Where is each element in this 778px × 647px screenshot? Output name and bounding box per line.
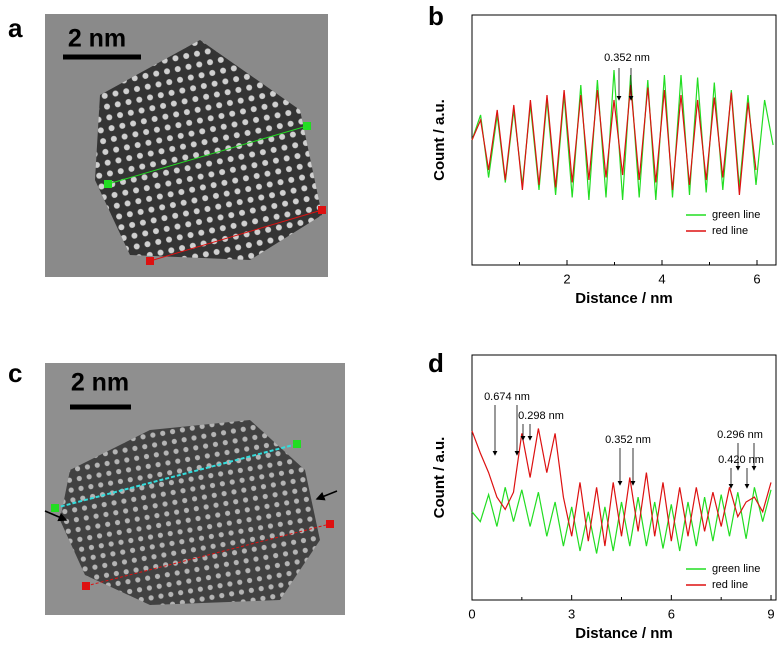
nanocrystal xyxy=(95,40,322,260)
arrow xyxy=(315,490,338,501)
scale-bar-label: 2 nm xyxy=(68,25,126,53)
data-line xyxy=(471,428,772,547)
x-tick-label: 4 xyxy=(658,271,665,286)
panel-label: b xyxy=(428,1,444,31)
data-line xyxy=(471,84,757,196)
marker xyxy=(318,206,326,214)
x-axis-label: Distance / nm xyxy=(575,625,673,642)
marker xyxy=(146,257,154,265)
annotation: 0.420 nm xyxy=(718,454,764,466)
x-tick-label: 2 xyxy=(563,271,570,286)
x-tick-label: 0 xyxy=(468,606,475,621)
y-axis-label: Count / a.u. xyxy=(431,99,448,181)
legend-label: green line xyxy=(712,563,760,575)
x-tick-label: 9 xyxy=(767,606,774,621)
annotation: 0.674 nm xyxy=(484,391,530,403)
legend-label: red line xyxy=(712,225,748,237)
plot-frame xyxy=(471,354,777,601)
annotation: 0.352 nm xyxy=(605,434,651,446)
arrow xyxy=(44,510,68,522)
annotation: 0.298 nm xyxy=(518,410,564,422)
profile-line xyxy=(107,125,308,185)
profile-line xyxy=(85,523,331,587)
marker xyxy=(104,180,112,188)
data-line xyxy=(471,487,772,554)
marker xyxy=(293,440,301,448)
marker xyxy=(82,582,90,590)
x-tick-label: 6 xyxy=(668,606,675,621)
panel-label: c xyxy=(8,358,22,388)
legend-label: red line xyxy=(712,579,748,591)
marker xyxy=(51,504,59,512)
annotation: 0.352 nm xyxy=(604,52,650,64)
scale-bar-label: 2 nm xyxy=(71,369,129,397)
annotation: 0.296 nm xyxy=(717,429,763,441)
panel-label: a xyxy=(8,13,23,43)
x-axis-label: Distance / nm xyxy=(575,290,673,307)
x-tick-label: 6 xyxy=(753,271,760,286)
nanocrystal xyxy=(60,420,320,605)
x-tick-label: 3 xyxy=(568,606,575,621)
marker xyxy=(303,122,311,130)
profile-line xyxy=(149,209,323,262)
y-axis-label: Count / a.u. xyxy=(431,437,448,519)
legend-label: green line xyxy=(712,209,760,221)
panel-label: d xyxy=(428,348,444,378)
marker xyxy=(326,520,334,528)
